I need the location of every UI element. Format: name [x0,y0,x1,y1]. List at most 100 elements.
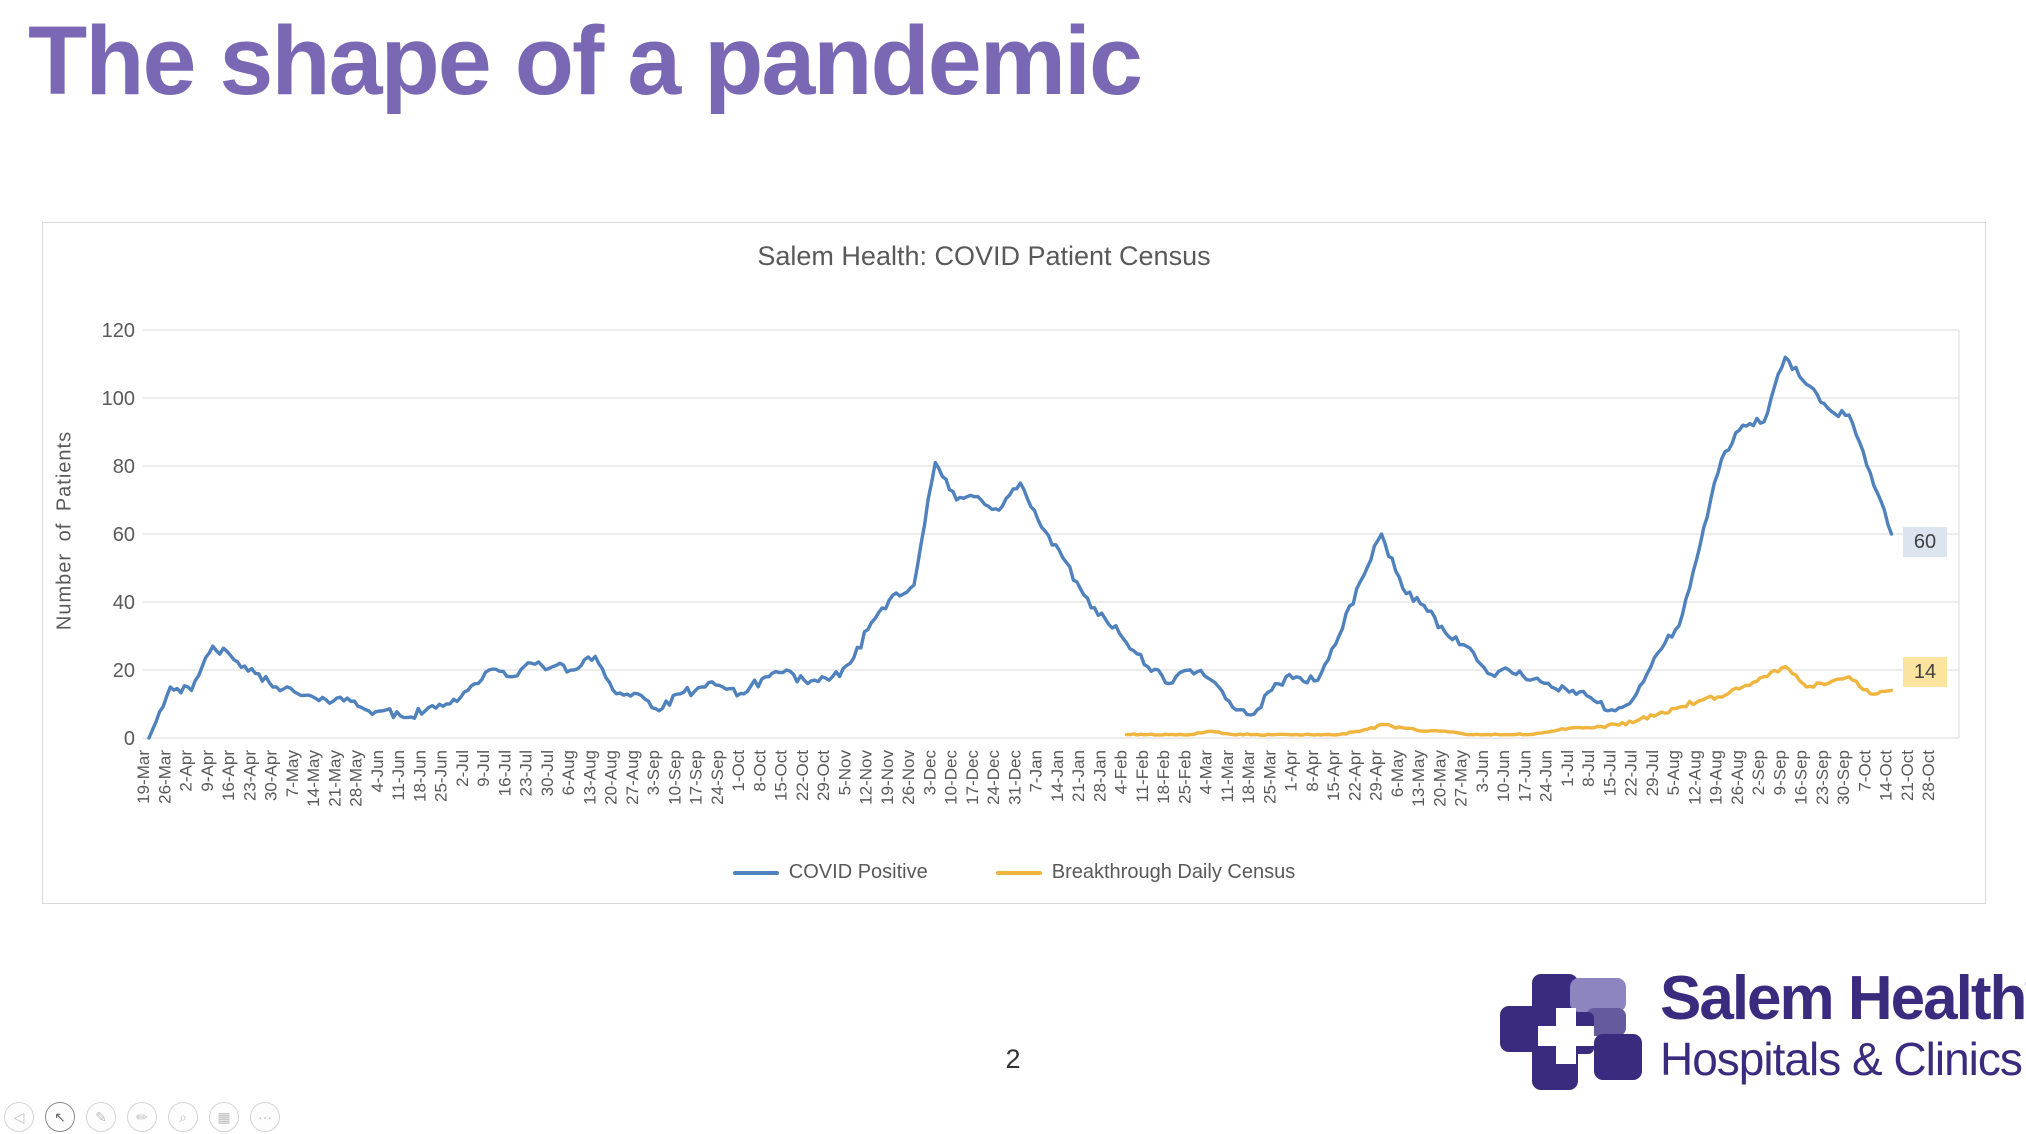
x-tick-label: 19-Aug [1707,750,1726,805]
x-tick-label: 9-Sep [1770,750,1789,795]
y-tick-label: 60 [113,524,135,546]
x-tick-label: 23-Jul [517,750,536,796]
logo-tagline: Hospitals & Clinics [1660,1033,2023,1085]
slideshow-toolbar: ◁ ↖ ✎ ✏ ⌕ ▦ ··· [0,1102,280,1134]
x-tick-label: 27-May [1452,750,1471,807]
x-tick-label: 31-Dec [1005,750,1024,805]
x-tick-label: 23-Apr [240,750,259,801]
x-tick-label: 7-Oct [1855,750,1874,792]
y-tick-label: 120 [102,320,135,342]
covid-positive-line [147,355,1894,740]
y-axis-title: Number of Patients [53,430,76,631]
y-tick-label: 100 [102,388,135,410]
x-tick-label: 10-Sep [665,750,684,805]
x-tick-label: 25-Jun [432,750,451,802]
x-tick-label: 11-Jun [389,750,408,801]
more-options-icon: ··· [258,1109,272,1125]
x-tick-label: 2-Sep [1749,750,1768,795]
x-tick-label: 6-Aug [559,750,578,795]
x-tick-label: 12-Nov [857,750,876,805]
y-tick-label: 40 [113,592,135,614]
previous-slide-button[interactable]: ◁ [4,1102,34,1132]
page-title: The shape of a pandemic [28,6,1143,115]
x-tick-label: 30-Jul [538,750,557,796]
x-tick-label: 26-Mar [155,750,174,804]
x-tick-label: 29-Oct [814,750,833,801]
x-tick-label: 17-Jun [1515,750,1534,802]
x-tick-label: 4-Feb [1112,750,1131,794]
legend-item-breakthrough: Breakthrough Daily Census [995,861,1296,884]
x-tick-label: 1-Jul [1558,750,1577,787]
x-tick-label: 16-Sep [1792,750,1811,805]
x-tick-label: 8-Apr [1303,750,1322,792]
x-tick-label: 19-Nov [878,750,897,805]
x-tick-label: 26-Nov [899,750,918,805]
x-tick-label: 21-Oct [1898,750,1917,801]
x-tick-label: 17-Sep [687,750,706,805]
x-tick-label: 14-Oct [1877,750,1896,801]
x-tick-label: 15-Oct [772,750,791,801]
x-tick-label: 18-Feb [1154,750,1173,804]
page-number: 2 [1005,1044,1021,1074]
x-tick-label: 20-May [1430,750,1449,807]
legend-label: Breakthrough Daily Census [1051,861,1296,883]
x-tick-label: 11-Feb [1133,750,1152,803]
x-tick-label: 12-Aug [1685,750,1704,805]
x-tick-label: 24-Jun [1537,750,1556,802]
x-tick-label: 15-Jul [1600,750,1619,796]
x-tick-label: 29-Jul [1643,750,1662,796]
pen-tool-icon: ✎ [95,1108,107,1125]
x-tick-label: 21-Jan [1069,750,1088,802]
x-tick-label: 23-Sep [1813,750,1832,805]
x-tick-label: 13-Aug [580,750,599,805]
chart-title: Salem Health: COVID Patient Census [757,241,1211,271]
y-tick-label: 20 [113,660,135,682]
x-tick-label: 4-Mar [1197,750,1216,795]
x-tick-label: 30-Apr [262,750,281,801]
x-tick-label: 8-Jul [1579,750,1598,787]
highlighter-tool-button[interactable]: ✏ [127,1102,157,1132]
x-tick-label: 22-Oct [793,750,812,801]
more-options-button[interactable]: ··· [250,1102,280,1132]
x-tick-label: 3-Jun [1473,750,1492,793]
pointer-tool-icon: ↖ [54,1108,66,1125]
logo-name: Salem Health® [1660,968,2026,1030]
breakthrough-end-value-label: 14 [1903,657,1947,687]
logo-text: Salem Health® Hospitals & Clinics [1660,968,2026,1085]
x-tick-label: 1-Oct [729,750,748,792]
previous-slide-icon: ◁ [13,1108,25,1125]
x-tick-label: 10-Jun [1494,750,1513,802]
x-tick-label: 19-Mar [134,750,153,804]
x-tick-label: 4-Jun [368,750,387,793]
highlighter-tool-icon: ✏ [136,1108,148,1125]
x-tick-label: 30-Sep [1834,750,1853,805]
see-all-slides-button[interactable]: ▦ [209,1102,239,1132]
x-tick-label: 24-Dec [984,750,1003,805]
x-tick-label: 18-Mar [1239,750,1258,804]
x-tick-label: 6-May [1388,750,1407,798]
x-tick-label: 14-Jan [1048,750,1067,802]
see-all-slides-icon: ▦ [217,1108,231,1125]
x-tick-label: 8-Oct [750,750,769,792]
x-tick-label: 22-Apr [1345,750,1364,801]
breakthrough-line-swatch [995,870,1042,875]
x-tick-label: 25-Mar [1260,750,1279,804]
pointer-tool-button[interactable]: ↖ [45,1102,75,1132]
x-tick-label: 13-May [1409,750,1428,807]
x-tick-label: 7-May [283,750,302,798]
x-tick-label: 24-Sep [708,750,727,805]
pen-tool-button[interactable]: ✎ [86,1102,116,1132]
x-tick-label: 27-Aug [623,750,642,805]
x-tick-label: 3-Dec [920,750,939,796]
x-tick-label: 1-Apr [1282,750,1301,792]
x-tick-label: 10-Dec [942,750,961,805]
x-tick-label: 2-Apr [177,750,196,792]
x-tick-label: 25-Feb [1175,750,1194,804]
zoom-button[interactable]: ⌕ [168,1102,198,1132]
x-tick-label: 28-Oct [1919,750,1938,801]
x-tick-label: 22-Jul [1622,750,1641,796]
x-tick-label: 21-May [325,750,344,807]
x-tick-label: 15-Apr [1324,750,1343,801]
x-tick-label: 29-Apr [1367,750,1386,801]
